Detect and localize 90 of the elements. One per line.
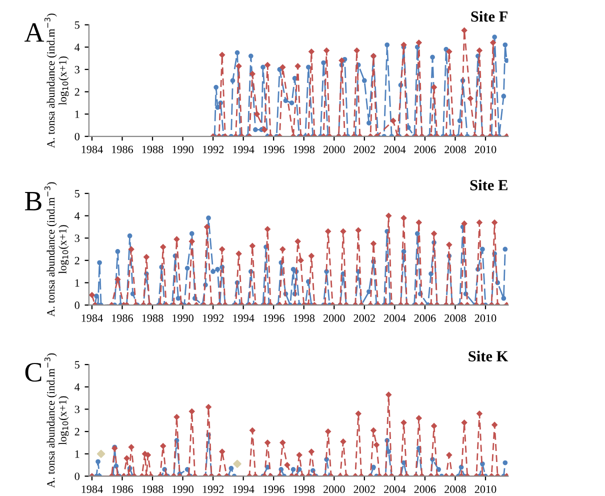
text: C [25, 362, 42, 382]
point [476, 48, 482, 54]
x-tick-label: 1996 [263, 486, 284, 494]
y-tick-label: 5 [74, 190, 80, 198]
point [400, 42, 407, 48]
point [354, 48, 360, 54]
x-tick-label: 2000 [324, 146, 345, 154]
point [390, 118, 396, 124]
text: B [25, 192, 42, 210]
x-tick-label: 1990 [172, 146, 194, 154]
x-tick-label: 1998 [294, 146, 315, 154]
x-tick-label: 1994 [233, 146, 254, 154]
point [264, 62, 270, 68]
x-tick-label: 2008 [444, 486, 466, 494]
text: A. tonsa abundance (ind.m$^{−3}$) log$_{10}$(x+1) [44, 353, 69, 488]
x-tick-label: 2010 [474, 146, 496, 154]
x-tick-label: 2006 [414, 314, 436, 322]
point [490, 40, 496, 46]
y-tick-label: 4 [74, 44, 80, 51]
x-tick-label: 2002 [354, 486, 375, 494]
text: A [24, 23, 44, 42]
point [431, 84, 437, 90]
x-tick-label: 1992 [202, 486, 224, 494]
y-tick-label: 0 [74, 472, 80, 480]
text: A. tonsa abundance (ind.m$^{−3}$) log$_{10}$(x+1) [44, 182, 69, 317]
y-tick-label: 2 [74, 88, 80, 96]
text: A. tonsa abundance (ind.m$^{−3}$) log$_{10}$(x+1) [44, 14, 69, 148]
y-tick-label: 3 [74, 66, 80, 74]
x-tick-label: 1990 [172, 486, 194, 494]
x-tick-label: 2002 [354, 314, 375, 322]
x-tick-label: 1996 [263, 146, 284, 154]
point [338, 58, 345, 64]
y-tick-label: 3 [74, 406, 80, 414]
x-tick-label: 1990 [172, 314, 194, 322]
y-tick-label: 5 [74, 361, 80, 369]
x-tick-label: 1998 [294, 486, 315, 494]
chart-title: Site E [470, 180, 508, 190]
point [446, 48, 452, 54]
x-tick-label: 1984 [82, 314, 103, 322]
x-tick-label: 2004 [384, 486, 406, 494]
x-tick-label: 1992 [202, 146, 224, 154]
y-tick-label: 4 [74, 383, 80, 391]
x-tick-label: 1986 [112, 146, 134, 154]
x-tick-label: 1994 [233, 486, 254, 494]
y-tick-label: 4 [74, 212, 80, 220]
y-tick-label: 1 [75, 279, 80, 287]
x-tick-label: 1988 [142, 486, 164, 494]
x-tick-label: 2004 [384, 146, 406, 154]
y-tick-label: 1 [75, 110, 80, 118]
chart-title: Site F [471, 10, 508, 22]
point [262, 126, 268, 133]
x-tick-label: 2008 [444, 146, 466, 154]
x-tick-label: 2002 [354, 146, 375, 154]
x-tick-label: 2010 [474, 486, 496, 494]
x-tick-label: 1984 [82, 146, 103, 154]
point [250, 71, 256, 77]
point [294, 63, 301, 69]
x-tick-label: 1994 [233, 314, 254, 322]
y-tick-label: 3 [74, 234, 80, 242]
x-tick-label: 2004 [384, 314, 406, 322]
x-tick-label: 1988 [142, 146, 164, 154]
x-tick-label: 2000 [324, 314, 345, 322]
y-tick-label: 0 [74, 302, 80, 310]
point [416, 40, 422, 46]
point [236, 63, 242, 69]
point [461, 28, 468, 34]
y-tick-label: 2 [74, 428, 80, 436]
x-tick-label: 1996 [263, 314, 284, 322]
point [280, 64, 286, 70]
point [468, 96, 474, 102]
y-tick-label: 5 [74, 21, 80, 29]
y-tick-label: 2 [74, 256, 80, 264]
x-tick-label: 1986 [112, 314, 134, 322]
chart-title: Site K [468, 350, 508, 362]
x-tick-label: 2000 [324, 486, 345, 494]
x-tick-label: 2010 [474, 314, 496, 322]
point [254, 111, 260, 117]
x-tick-label: 1988 [142, 314, 164, 322]
x-tick-label: 1986 [112, 486, 134, 494]
x-tick-label: 1998 [294, 314, 315, 322]
point [308, 48, 314, 54]
point [324, 48, 330, 54]
y-tick-label: 1 [75, 450, 80, 458]
x-tick-label: 2008 [444, 314, 466, 322]
x-tick-label: 1984 [82, 486, 103, 494]
y-tick-label: 0 [74, 132, 80, 140]
x-tick-label: 2006 [414, 486, 436, 494]
point [219, 52, 225, 58]
x-tick-label: 1992 [202, 314, 224, 322]
x-tick-label: 2006 [414, 146, 436, 154]
